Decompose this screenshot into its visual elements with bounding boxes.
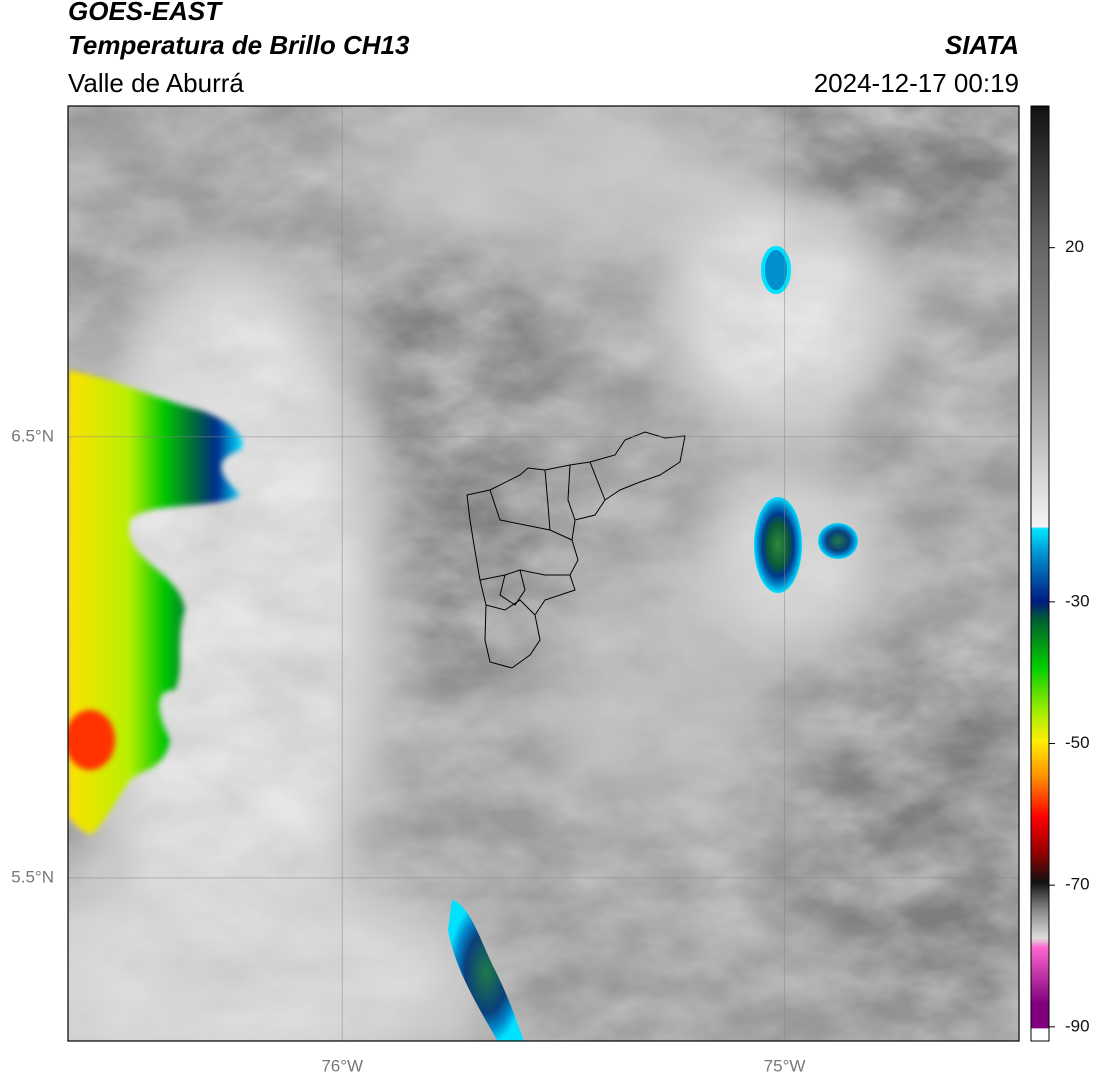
colorbar-tick-label: -50 — [1065, 733, 1090, 752]
y-tick-label: 6.5°N — [11, 426, 54, 445]
timestamp: 2024-12-17 00:19 — [814, 68, 1019, 98]
title: GOES-EAST — [68, 0, 223, 26]
colorbar-tick-label: 20 — [1065, 237, 1084, 256]
colorbar-tick-label: -30 — [1065, 591, 1090, 610]
subtitle: Temperatura de Brillo CH13 — [68, 30, 410, 60]
source: SIATA — [945, 30, 1019, 60]
map-frame — [67, 105, 1020, 1042]
map-image — [68, 106, 1019, 1041]
colorbar-tick-label: -70 — [1065, 875, 1090, 894]
x-tick-label: 75°W — [764, 1056, 806, 1075]
colorbar — [1030, 105, 1050, 1042]
y-tick-label: 5.5°N — [11, 867, 54, 886]
x-tick-label: 76°W — [321, 1056, 363, 1075]
graticule — [68, 106, 1019, 1041]
municipal-boundaries — [466, 431, 686, 669]
region: Valle de Aburrá — [68, 68, 244, 98]
colorbar-tick-label: -90 — [1065, 1016, 1090, 1035]
